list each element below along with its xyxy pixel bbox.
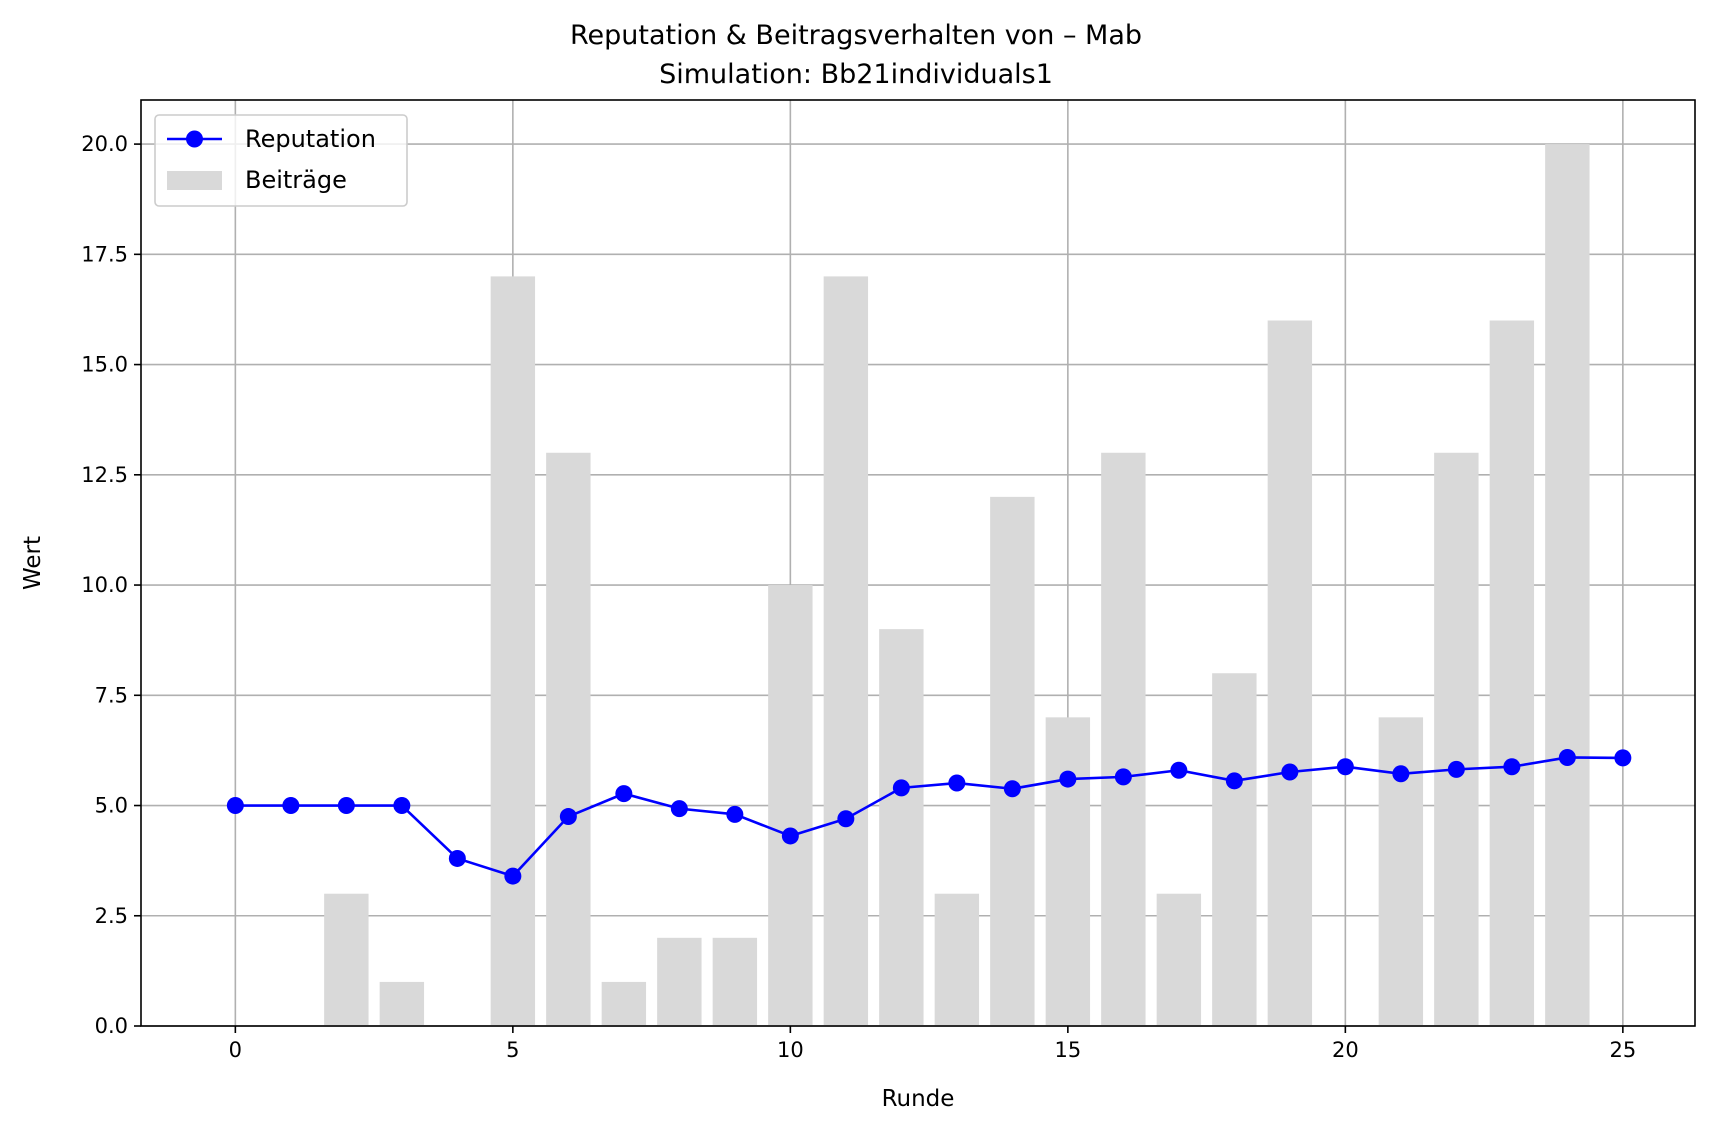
bar [1545,144,1590,1027]
reputation-point [1003,780,1021,798]
legend-label-beitraege: Beiträge [245,166,347,194]
y-tick-label: 17.5 [81,242,128,266]
reputation-point [1447,760,1465,778]
reputation-line [235,756,1623,878]
reputation-point [1614,749,1632,767]
bar [324,893,369,1026]
bar [1489,320,1535,1026]
legend-bar-swatch [167,171,222,190]
reputation-point [1225,772,1243,790]
x-axis-label: Runde [882,1086,955,1112]
bar-series [324,144,1590,1027]
x-tick-label: 5 [506,1038,519,1062]
y-tick-label: 15.0 [81,353,128,377]
bar [546,452,591,1026]
reputation-point [282,797,300,815]
y-tick-label: 2.5 [95,904,128,928]
y-tick-label: 0.0 [95,1014,128,1038]
bar [1212,673,1257,1026]
bar [1101,452,1146,1026]
reputation-point [1059,770,1077,788]
reputation-point [837,810,855,828]
reputation-point [726,805,744,823]
reputation-point [1170,761,1188,779]
bar [768,585,813,1026]
x-tick-label: 15 [1054,1038,1081,1062]
reputation-point [1503,758,1521,776]
reputation-point [393,797,411,815]
reputation-point [948,774,966,792]
x-tick-label: 25 [1609,1038,1636,1062]
reputation-point [1281,763,1299,781]
bar [379,981,425,1026]
axis-ticks: 0 5 10 15 20 25 0.0 2.5 5.0 7.5 10.0 12.5 15.0 17.5 20… [81,132,1636,1062]
x-tick-label: 20 [1332,1038,1359,1062]
legend-label-reputation: Reputation [245,125,376,153]
reputation-point [337,797,355,815]
line-series [226,748,1632,885]
bar [1434,452,1479,1026]
reputation-point [504,867,522,885]
bar [1045,717,1091,1026]
x-tick-label: 0 [229,1038,242,1062]
reputation-point [226,797,244,815]
reputation-point [892,779,910,797]
y-tick-label: 12.5 [81,463,128,487]
bar [990,496,1035,1026]
legend-marker-swatch [186,130,203,148]
legend: Reputation Beiträge [154,114,408,207]
y-tick-label: 10.0 [81,573,128,597]
bar [934,893,980,1026]
bar [601,981,647,1026]
bar [879,629,924,1026]
bar [490,276,536,1026]
chart-title: Reputation & Beitragsverhalten von – Mab [570,20,1142,51]
reputation-point [781,827,799,845]
reputation-point [1336,758,1354,776]
y-tick-label: 20.0 [81,132,128,156]
bar [1267,320,1313,1026]
chart-subtitle: Simulation: Bb21individuals1 [659,59,1053,90]
reputation-point [559,808,577,826]
reputation-point [670,800,688,818]
y-tick-label: 7.5 [95,683,128,707]
reputation-point [448,849,466,867]
y-tick-label: 5.0 [95,794,128,818]
reputation-point [615,785,633,803]
bar [1378,717,1424,1026]
reputation-point [1392,765,1410,783]
y-axis-label: Wert [20,536,46,590]
reputation-point [1558,748,1576,766]
plot-frame [140,99,1696,1027]
x-tick-label: 10 [777,1038,804,1062]
bar [823,276,869,1026]
bar [1156,893,1202,1026]
reputation-point [1114,768,1132,786]
bar [657,937,702,1026]
bar [712,937,758,1026]
